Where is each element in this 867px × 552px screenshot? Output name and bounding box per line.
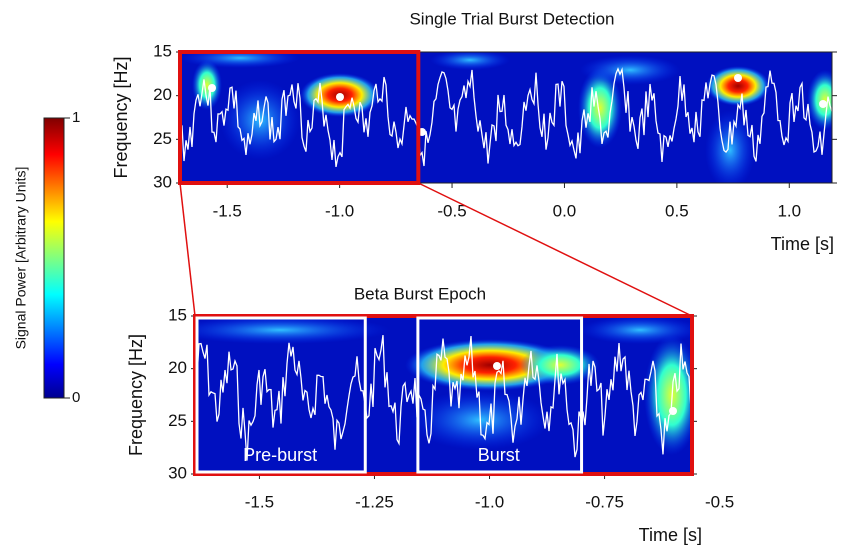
power-blob	[578, 68, 622, 148]
power-blob	[705, 110, 755, 183]
y-axis-label: Frequency [Hz]	[111, 56, 131, 178]
x-tick-label: -1.0	[475, 492, 504, 511]
y-tick-label: 15	[168, 305, 187, 324]
x-tick-label: 0.0	[553, 201, 577, 220]
x-tick-label: -0.75	[585, 492, 624, 511]
x-tick-label: -0.5	[437, 201, 466, 220]
y-tick-label: 30	[168, 463, 187, 482]
power-blob	[580, 55, 680, 85]
y-tick-label: 30	[153, 172, 172, 191]
burst-peak	[819, 100, 827, 108]
burst-peak	[734, 74, 742, 82]
heatmap	[195, 316, 692, 474]
x-tick-label: -0.5	[705, 492, 734, 511]
epoch-box	[195, 316, 367, 474]
chart-title: Single Trial Burst Detection	[409, 9, 614, 28]
power-blob	[430, 52, 510, 70]
burst-peak	[493, 362, 501, 370]
power-blob	[706, 66, 770, 106]
colorbar-tick-label: 0	[72, 389, 80, 406]
zoom-frame	[193, 314, 694, 476]
heatmap	[180, 52, 832, 183]
x-tick-label: 0.5	[665, 201, 689, 220]
x-tick-label: 1.0	[777, 201, 801, 220]
y-tick-label: 20	[168, 358, 187, 377]
epoch-label: Burst	[478, 445, 520, 465]
x-tick-label: -1.5	[245, 492, 274, 511]
x-tick-label: -1.0	[325, 201, 354, 220]
y-tick-label: 25	[168, 411, 187, 430]
y-tick-label: 15	[153, 41, 172, 60]
power-blob	[195, 316, 390, 344]
zoom-connector	[417, 182, 693, 317]
x-tick-label: -1.5	[213, 201, 242, 220]
power-blob	[580, 316, 692, 344]
y-axis-label: Frequency [Hz]	[126, 334, 146, 456]
epoch-box	[416, 316, 584, 474]
x-axis-label: Time [s]	[639, 525, 702, 545]
zoom-box	[178, 50, 421, 185]
x-tick-label: -1.25	[355, 492, 394, 511]
power-blob	[520, 345, 600, 385]
y-tick-label: 20	[153, 85, 172, 104]
colorbar-tick-label: 1	[72, 109, 80, 126]
power-blob	[192, 60, 222, 110]
lfp-trace	[195, 335, 692, 461]
zoom-connector	[179, 182, 196, 317]
chart-title: Beta Burst Epoch	[354, 284, 486, 303]
burst-peak	[208, 84, 216, 92]
colorbar-label: Signal Power [Arbitrary Units]	[13, 167, 29, 350]
lfp-trace	[180, 67, 832, 168]
x-axis-label: Time [s]	[771, 234, 834, 254]
colorbar	[43, 117, 65, 399]
burst-peak	[669, 407, 677, 415]
y-tick-label: 25	[153, 129, 172, 148]
burst-peak	[336, 93, 344, 101]
epoch-label: Pre-burst	[243, 445, 317, 465]
